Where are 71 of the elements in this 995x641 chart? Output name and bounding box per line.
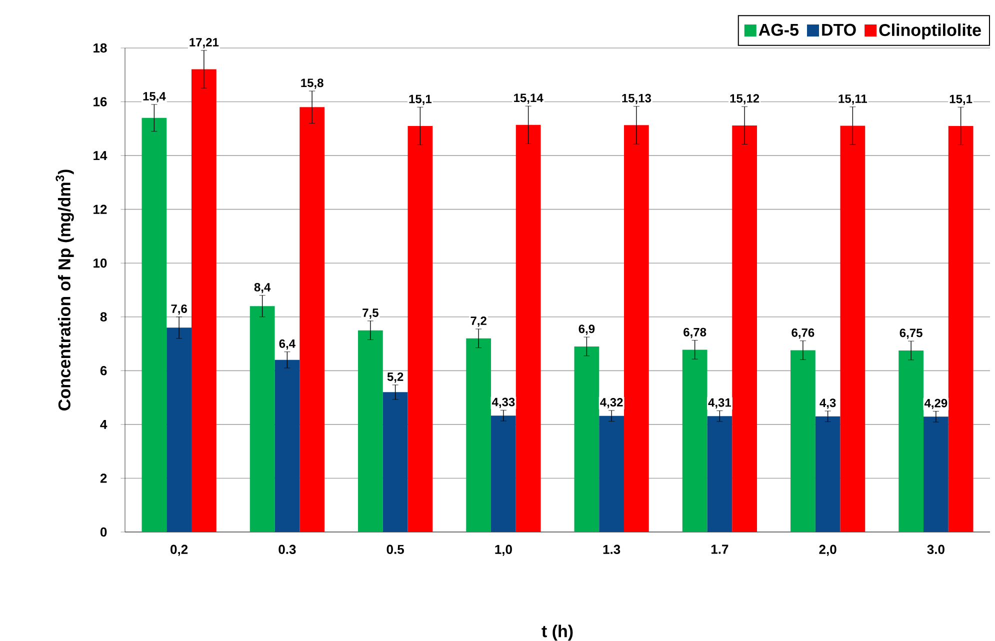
bar	[166, 328, 192, 532]
bar	[192, 69, 216, 532]
bar	[491, 416, 516, 532]
bar	[707, 416, 732, 532]
data-label: 6,75	[900, 328, 922, 339]
data-label: 6,4	[279, 339, 296, 350]
data-label: 17,21	[190, 38, 219, 48]
data-label: 4,31	[708, 398, 732, 409]
y-tick-label: 18	[94, 43, 107, 53]
y-tick-label: 0	[100, 527, 107, 537]
x-axis-title: t (h)	[542, 624, 573, 641]
y-tick-label: 12	[94, 204, 107, 214]
data-label: 15,12	[730, 94, 760, 104]
bar	[624, 125, 649, 532]
bar	[300, 107, 324, 532]
bar	[948, 126, 974, 532]
legend-label: AG-5	[758, 24, 799, 36]
bar	[599, 416, 624, 532]
bar	[924, 416, 948, 532]
legend-label: Clinoptilolite	[879, 24, 981, 40]
data-label: 4,32	[600, 398, 623, 408]
bar	[516, 124, 541, 532]
data-label: 7,2	[470, 316, 486, 327]
bar	[815, 416, 840, 532]
data-label: 15,8	[301, 78, 324, 89]
y-tick-label: 14	[94, 151, 108, 160]
bar	[358, 330, 383, 532]
data-label: 8,4	[254, 282, 271, 294]
data-label: 7,5	[362, 308, 378, 319]
bar	[732, 125, 757, 532]
data-label: 15,11	[838, 94, 868, 105]
bar	[790, 350, 816, 532]
y-tick-label: 10	[94, 258, 107, 268]
y-tick-label: 16	[94, 97, 107, 106]
data-label: 15,1	[950, 94, 972, 105]
x-tick-label: 0,2	[170, 544, 188, 556]
bar	[574, 346, 600, 532]
data-label: 4,3	[820, 398, 836, 409]
y-axis-title: Concentration of Np (mg/dm$^{3}$)	[56, 170, 74, 410]
bar	[274, 360, 300, 532]
bar	[382, 392, 408, 532]
bar	[898, 350, 924, 532]
data-label: 6,76	[792, 328, 814, 339]
x-tick-label: 0.3	[278, 544, 296, 554]
y-tick-label: 2	[100, 474, 107, 483]
bar	[682, 350, 708, 532]
data-label: 15,1	[409, 94, 432, 105]
bar	[408, 126, 433, 532]
data-label: 15,13	[622, 94, 652, 104]
x-tick-label: 3.0	[927, 544, 944, 554]
data-label: 6,78	[684, 328, 706, 338]
x-tick-label: 2,0	[819, 544, 836, 556]
bar	[250, 306, 275, 532]
data-label: 6,9	[578, 324, 595, 335]
data-label: 4,33	[492, 398, 515, 408]
data-label: 15,14	[514, 94, 544, 104]
x-tick-label: 1.3	[603, 544, 620, 554]
data-label: 5,2	[387, 372, 404, 383]
legend-label: DTO	[822, 24, 856, 36]
x-tick-label: 1.7	[711, 544, 728, 554]
data-label: 7,6	[171, 304, 187, 315]
x-tick-label: 1,0	[495, 544, 512, 556]
x-tick-label: 0.5	[386, 544, 404, 554]
data-label: 4,29	[924, 398, 948, 410]
bar	[840, 126, 866, 532]
bar	[142, 118, 167, 532]
data-label: 15,4	[143, 92, 166, 102]
y-tick-label: 6	[100, 366, 107, 376]
y-tick-label: 8	[100, 312, 107, 322]
bar	[466, 338, 492, 532]
y-tick-label: 4	[100, 420, 108, 429]
